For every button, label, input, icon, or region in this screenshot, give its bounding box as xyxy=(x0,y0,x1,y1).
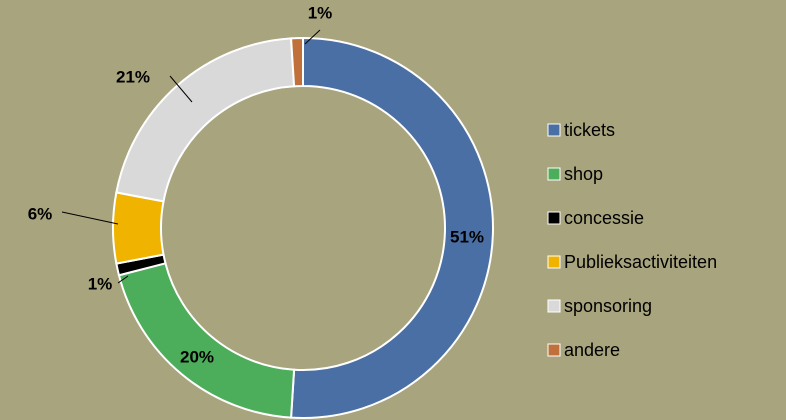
donut-slice xyxy=(117,262,296,419)
legend-label: concessie xyxy=(564,208,644,228)
donut-slice xyxy=(290,36,494,419)
data-label: 1% xyxy=(88,274,113,293)
legend-swatch xyxy=(547,343,561,357)
legend-label: Publieksactiviteiten xyxy=(564,252,717,272)
leader-line xyxy=(304,29,321,45)
legend-swatch xyxy=(547,167,561,181)
legend-swatch xyxy=(547,123,561,137)
donut-slice xyxy=(112,191,165,265)
legend-label: tickets xyxy=(564,120,615,140)
donut-slice xyxy=(115,37,296,203)
legend-swatch xyxy=(547,211,561,225)
leader-line xyxy=(61,211,119,225)
legend-label: shop xyxy=(564,164,603,184)
data-label: 1% xyxy=(308,3,333,22)
legend-swatch xyxy=(547,255,561,269)
data-label: 21% xyxy=(116,67,150,86)
data-label: 20% xyxy=(180,347,214,366)
legend-label: sponsoring xyxy=(564,296,652,316)
donut-slice xyxy=(290,36,304,88)
data-label: 51% xyxy=(450,227,484,246)
leader-line xyxy=(117,275,129,284)
legend-swatch xyxy=(547,299,561,313)
data-label: 6% xyxy=(28,204,53,223)
leader-line xyxy=(169,75,193,103)
legend-label: andere xyxy=(564,340,620,360)
